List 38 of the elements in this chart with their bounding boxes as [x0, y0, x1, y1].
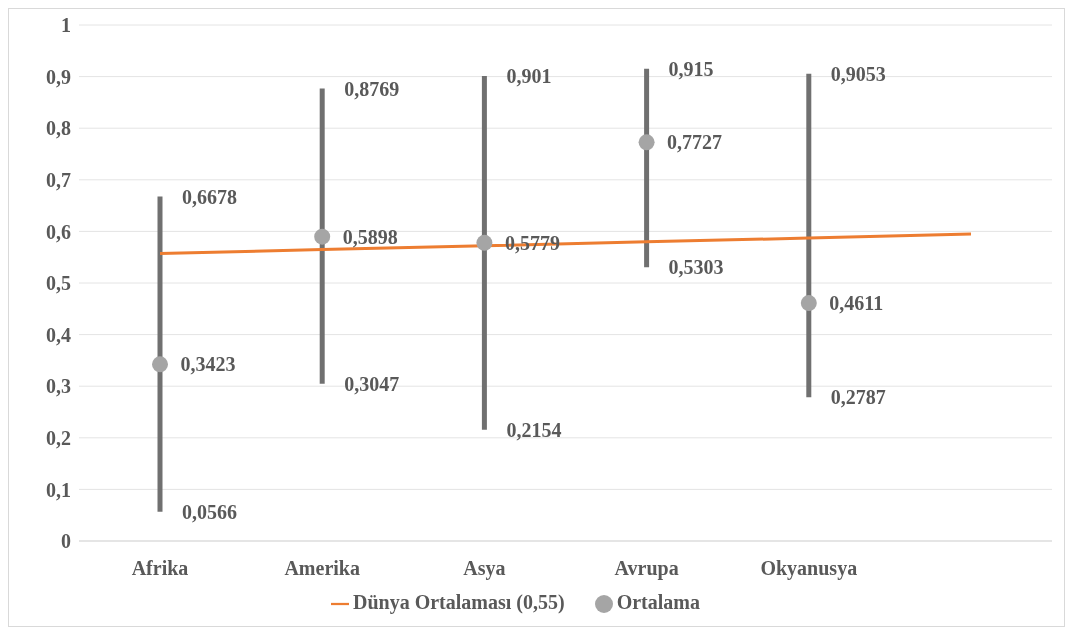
x-tick-label: Avrupa — [614, 557, 679, 581]
data-label: 0,3423 — [180, 353, 236, 376]
point — [314, 228, 331, 245]
x-tick-label: Asya — [463, 557, 506, 581]
point — [638, 134, 655, 151]
x-tick-label: Amerika — [284, 557, 360, 580]
y-tick-label: 0,2 — [46, 426, 71, 449]
x-tick-label: Afrika — [131, 557, 189, 580]
y-tick-label: 0,5 — [46, 272, 71, 295]
y-tick-label: 0,8 — [46, 117, 71, 140]
annotation: 0,2787 — [830, 386, 886, 409]
legend-label: Ortalama — [616, 591, 700, 613]
y-tick-label: 0,6 — [46, 220, 71, 243]
annotation: 0,915 — [668, 57, 714, 80]
annotation: 0,5303 — [668, 256, 724, 279]
legend-label: Dünya Ortalaması (0,55) — [353, 591, 565, 613]
annotation: 0,8769 — [344, 77, 400, 100]
y-tick-label: 1 — [61, 14, 71, 37]
annotation: 0,2154 — [506, 418, 562, 441]
data-label: 0,5898 — [342, 225, 398, 248]
y-tick-label: 0,3 — [46, 375, 71, 398]
y-tick-label: 0,7 — [46, 168, 71, 191]
point — [476, 234, 493, 251]
y-tick-label: 0 — [61, 530, 71, 553]
annotation: 0,901 — [506, 65, 552, 88]
point — [800, 295, 817, 312]
line-series — [158, 232, 973, 256]
y-tick-label: 0,9 — [46, 65, 71, 88]
data-label: 0,4611 — [829, 292, 884, 315]
y-tick-label: 0,4 — [46, 323, 71, 346]
annotation: 0,3047 — [344, 372, 400, 395]
y-tick-label: 0,1 — [46, 478, 71, 501]
annotation: 0,0566 — [182, 500, 237, 523]
annotation: 0,9053 — [830, 62, 886, 85]
x-tick-label: Okyanusya — [760, 557, 858, 581]
data-label: 0,7727 — [667, 131, 723, 154]
annotation: 0,6678 — [182, 185, 237, 208]
point — [152, 356, 168, 373]
